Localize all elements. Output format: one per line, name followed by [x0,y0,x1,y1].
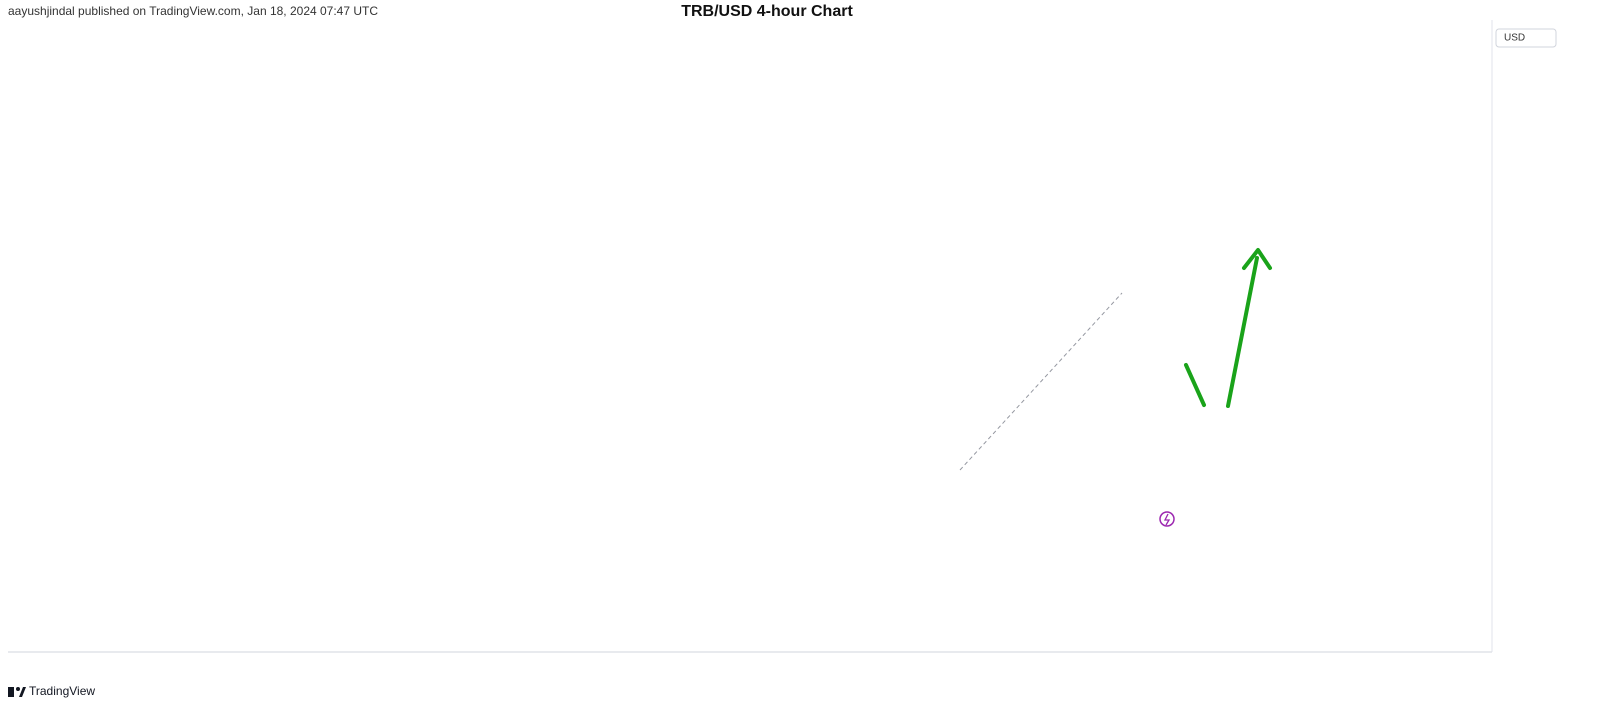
chart-title: TRB/USD 4-hour Chart [681,3,853,20]
arrow-down-stroke [1184,363,1206,407]
currency-box[interactable] [1495,28,1557,48]
currency-label: USD [1504,33,1525,44]
fib-trend-line [959,292,1123,471]
arrow-up [1226,248,1272,408]
logo-dot [16,687,20,691]
footer-logo [8,687,26,697]
footer-brand: TradingView [29,684,95,698]
logo-slash [19,687,26,697]
alert-bolt [1163,513,1171,526]
publisher-header: aayushjindal published on TradingView.co… [8,4,378,18]
logo-bar [8,687,14,697]
alert-icon[interactable] [1159,511,1175,527]
